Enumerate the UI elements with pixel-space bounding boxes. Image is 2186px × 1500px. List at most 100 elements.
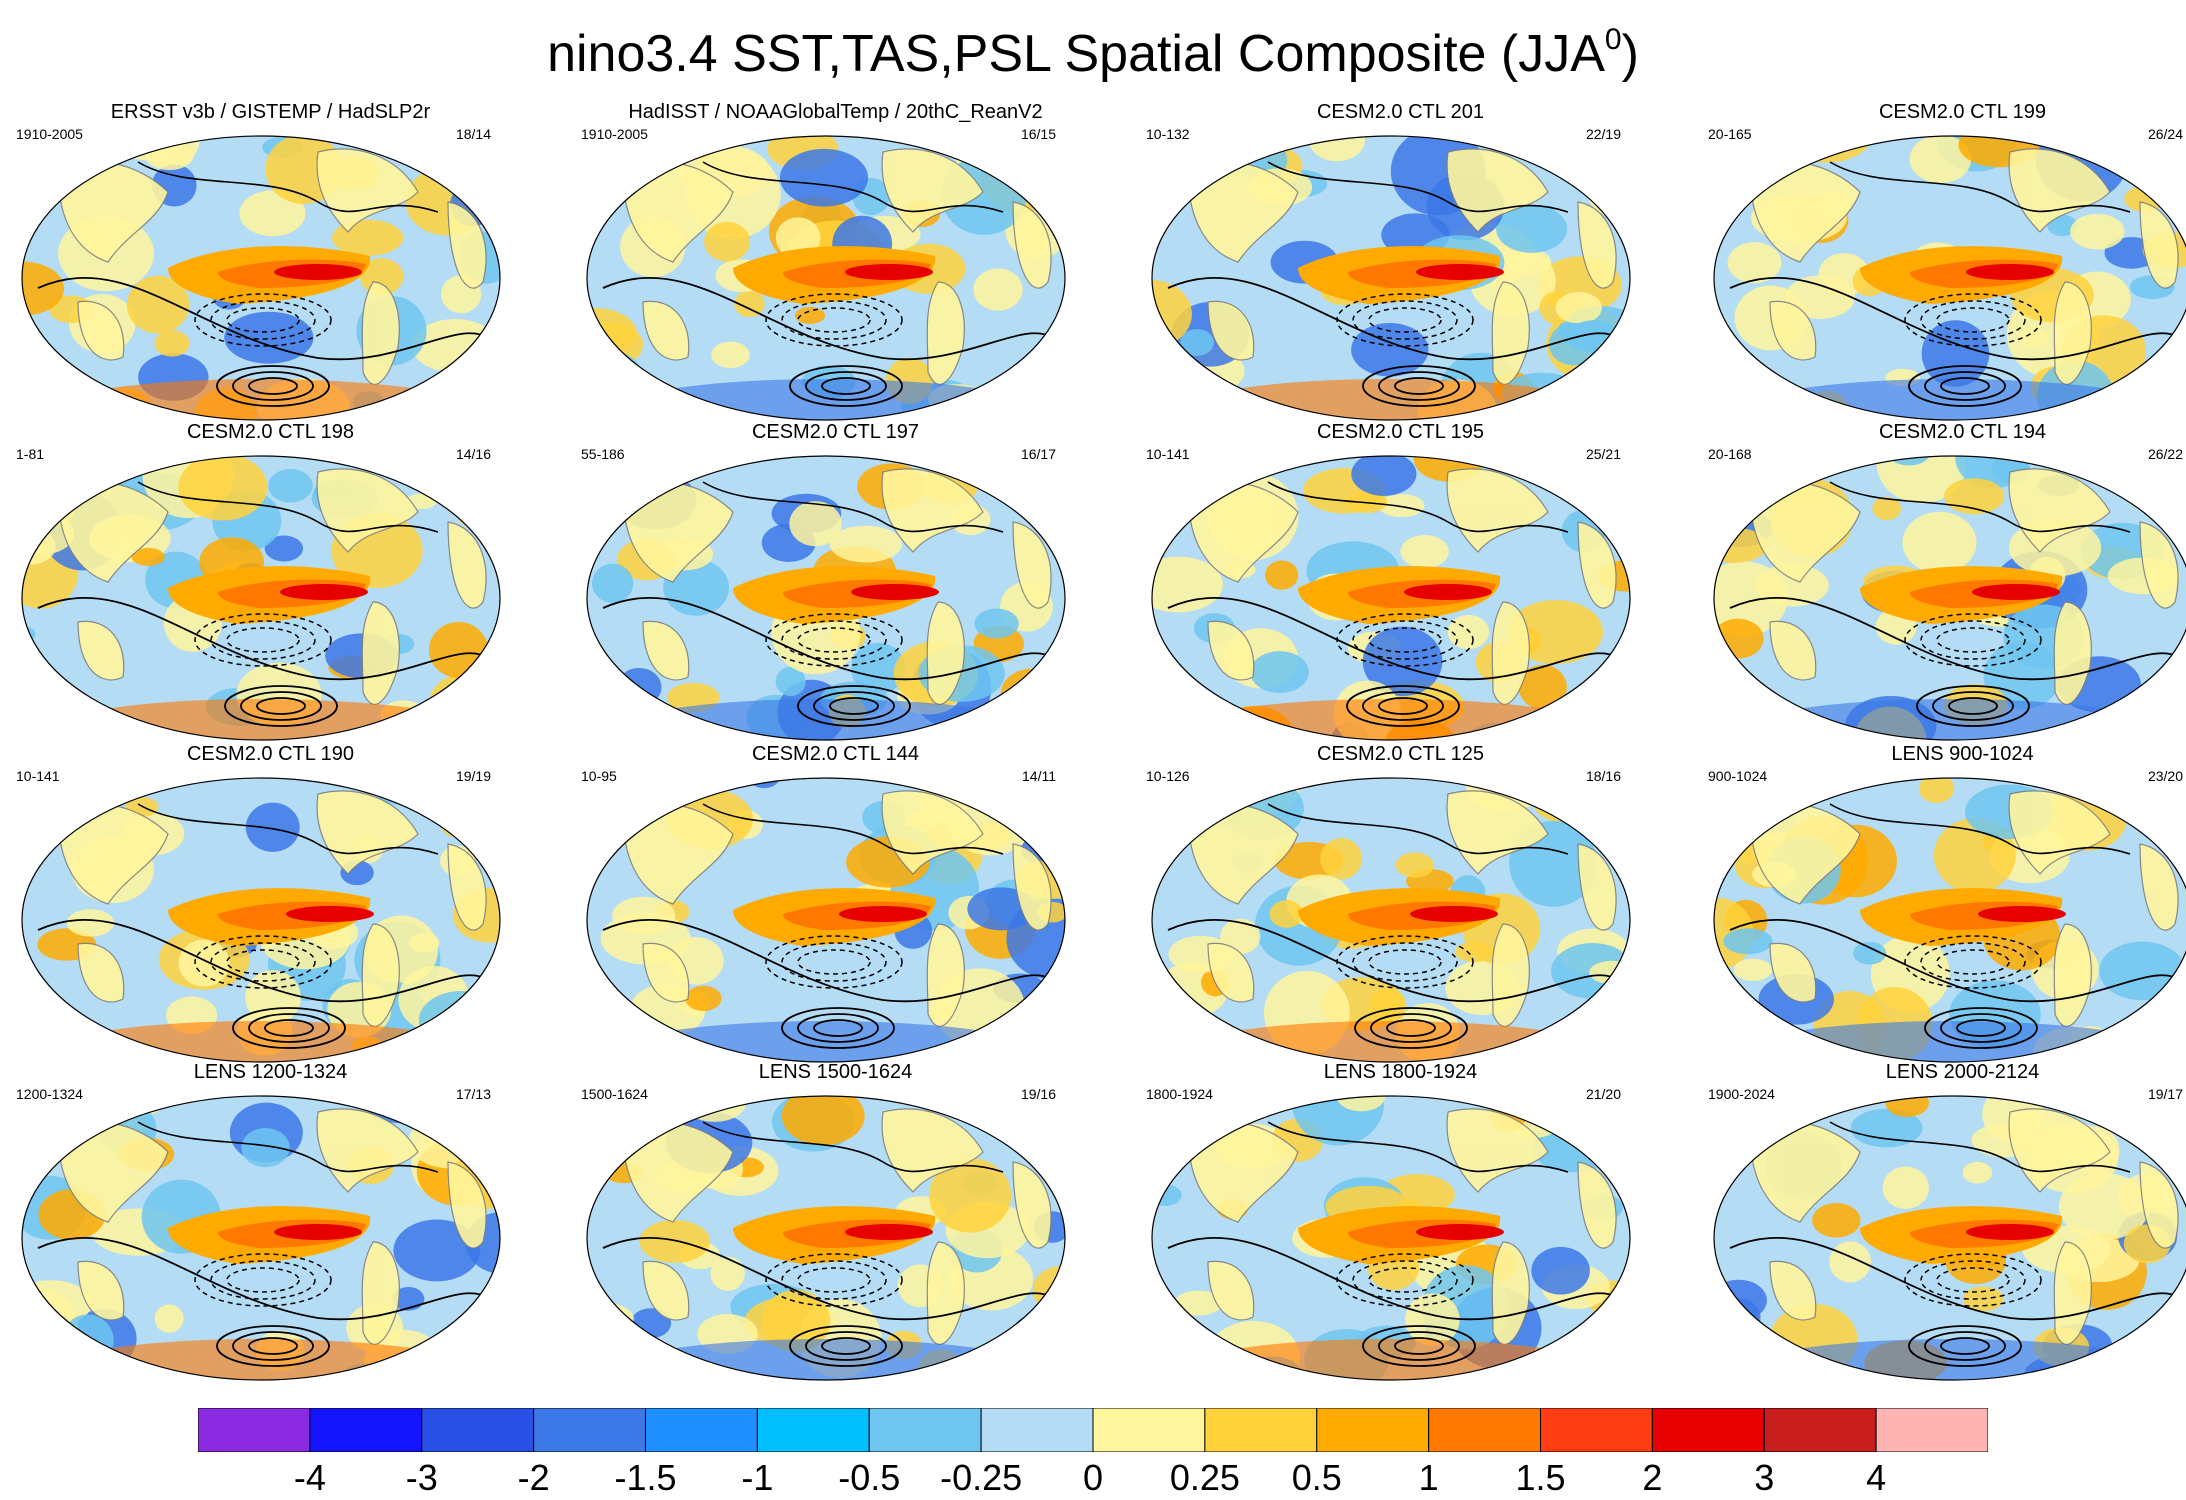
colorbar-tick-label: -1 — [741, 1457, 774, 1498]
psl-contour-line — [602, 277, 1054, 361]
psl-low-contour — [1936, 307, 2010, 333]
robinson-map — [1713, 135, 2186, 421]
anomaly-patch — [606, 1355, 652, 1380]
nino-peak — [839, 906, 927, 922]
robinson-map — [1713, 777, 2186, 1063]
map-panel: CESM2.0 CTL 201 10-132 22/19 — [1138, 100, 1663, 422]
anomaly-patch — [974, 608, 1019, 639]
panel-title: LENS 900-1024 — [1891, 743, 2034, 765]
psl-low-contour — [226, 949, 300, 975]
psl-contour-line — [137, 161, 439, 213]
panel-title: CESM2.0 CTL 197 — [751, 421, 920, 443]
psl-contour-line — [37, 277, 489, 361]
psl-high-contour — [1908, 1325, 2022, 1367]
psl-high-contour — [781, 1007, 895, 1049]
anomaly-patch — [393, 1219, 481, 1282]
anomaly-patch — [587, 778, 636, 826]
panel-event-count: 23/20 — [2147, 768, 2183, 784]
colorbar-tick-label: -2 — [517, 1457, 550, 1498]
psl-low-contour — [781, 620, 887, 660]
anomaly-patch — [1902, 511, 1977, 574]
anomaly-patch — [178, 939, 230, 987]
nino-peak — [1966, 1224, 2054, 1240]
map-border — [1713, 777, 2186, 1063]
colorbar-swatch — [1428, 1408, 1541, 1452]
panel-years: 1800-1924 — [1146, 1086, 1213, 1102]
psl-high-contour — [248, 1013, 330, 1043]
psl-high-contour — [1362, 365, 1476, 407]
psl-high-contour — [805, 371, 887, 401]
anomaly-patch — [1727, 242, 1782, 284]
anomaly-patch — [22, 1348, 58, 1380]
continent-outline — [1577, 521, 1617, 609]
psl-high-contour — [232, 371, 314, 401]
panel-title: CESM2.0 CTL 199 — [1878, 101, 2047, 123]
colorbar-swatch — [1875, 1408, 1988, 1452]
psl-contour-line — [1729, 1237, 2181, 1321]
psl-contour-line — [1167, 597, 1619, 681]
anomaly-patch — [794, 307, 826, 324]
panel-title: LENS 1200-1324 — [193, 1061, 348, 1083]
anomaly-patch — [587, 1335, 617, 1380]
anomaly-patch — [761, 1289, 831, 1353]
nino-peak — [1416, 264, 1504, 280]
anomaly-patch — [22, 692, 90, 740]
anomaly-patch — [424, 373, 500, 420]
anomaly-patch — [1545, 136, 1591, 171]
psl-low-contour — [1920, 942, 2026, 982]
anomaly-patch — [1454, 941, 1494, 963]
anomaly-patch — [66, 909, 115, 937]
panel-event-count: 26/22 — [2147, 446, 2183, 462]
anomaly-patch — [781, 1096, 865, 1146]
continent-outline — [77, 1260, 125, 1321]
psl-high-contour — [805, 1331, 887, 1361]
continent-outline — [1012, 843, 1052, 931]
anomaly-patch — [22, 1099, 61, 1148]
map-border — [21, 1095, 501, 1381]
anomaly-patch — [455, 136, 500, 170]
anomaly-patch — [1714, 1297, 1761, 1337]
psl-contour-line — [1829, 803, 2131, 855]
psl-low-contour — [210, 620, 316, 660]
anomaly-patch — [2155, 778, 2186, 832]
colorbar-tick-label: 0.25 — [1169, 1457, 1240, 1498]
psl-low-contour — [1936, 627, 2010, 653]
colorbar-swatch — [980, 1408, 1094, 1452]
colorbar-tick-label: -1.5 — [614, 1457, 677, 1498]
anomaly-patch — [22, 686, 91, 731]
anomaly-patch — [1000, 668, 1063, 721]
psl-high-contour — [1386, 1019, 1436, 1037]
continent-outline — [2053, 601, 2092, 705]
map-panel: ERSST v3b / GISTEMP / HadSLP2r 1910-2005 1… — [8, 100, 533, 422]
continent-outline — [2139, 1161, 2179, 1249]
panel-years: 1200-1324 — [16, 1086, 83, 1102]
anomaly-patch — [591, 563, 634, 603]
psl-low-contour — [194, 1253, 332, 1307]
map-panel: CESM2.0 CTL 195 10-141 25/21 — [1138, 420, 1663, 742]
anomaly-patch — [1320, 838, 1363, 880]
psl-high-contour — [1354, 1007, 1468, 1049]
psl-contour-line — [137, 481, 439, 533]
anomaly-patch — [1507, 600, 1603, 665]
psl-contour-line — [1729, 277, 2181, 361]
anomaly-patch — [1378, 494, 1425, 518]
psl-contour-line — [1267, 161, 1569, 213]
psl-high-contour — [248, 377, 298, 395]
continent-outline — [1012, 1161, 1052, 1249]
continent-outline — [1577, 201, 1617, 289]
psl-low-contour — [210, 300, 316, 340]
anomaly-patch — [1829, 1241, 1872, 1283]
colorbar-labels: -4 -3 -2 -1.5 -1 -0.5 -0.25 0 0.25 0.5 1 1.5 2 3 4 — [0, 1458, 2186, 1498]
robinson-map — [586, 777, 1066, 1063]
anomaly-patch — [1733, 958, 1773, 981]
anomaly-patch — [789, 501, 842, 547]
psl-low-contour — [1352, 620, 1458, 660]
psl-low-contour — [1936, 949, 2010, 975]
colorbar-tick-label: -4 — [293, 1457, 326, 1498]
anomaly-patch — [1152, 279, 1192, 349]
psl-high-contour — [1940, 1013, 2022, 1043]
psl-low-contour — [194, 613, 332, 667]
anomaly-patch — [973, 268, 1023, 311]
colorbar-tick-label: -3 — [405, 1457, 438, 1498]
anomaly-patch — [1714, 618, 1764, 659]
